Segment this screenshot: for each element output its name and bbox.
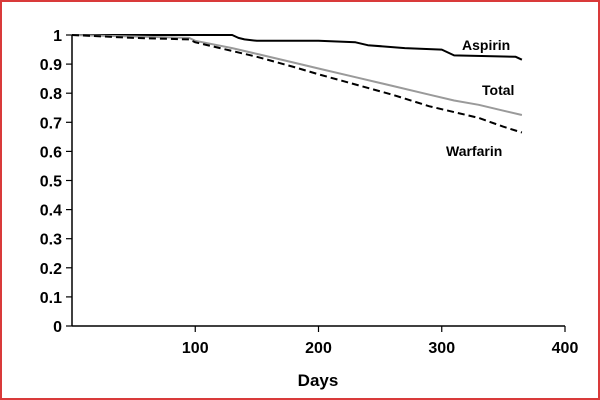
y-tick-label: 0.8 bbox=[40, 86, 62, 103]
series-line-warfarin bbox=[71, 34, 523, 134]
series-label-warfarin: Warfarin bbox=[446, 143, 502, 159]
y-tick-label: 0.1 bbox=[40, 290, 62, 307]
axes bbox=[71, 35, 565, 327]
ticks: 0 0.1 0.2 0.3 0.4 0.5 0.6 0.7 0.8 0.9 1 100 200 300 40… bbox=[40, 28, 579, 357]
y-tick-label: 0.7 bbox=[40, 115, 62, 132]
series-lines bbox=[71, 34, 523, 134]
x-tick-label: 400 bbox=[552, 340, 579, 357]
series-line-aspirin bbox=[72, 34, 523, 61]
y-tick-label: 0.6 bbox=[40, 144, 62, 161]
x-axis-title: Days bbox=[298, 371, 339, 390]
y-tick-label: 1 bbox=[53, 28, 62, 45]
y-tick-label: 0.3 bbox=[40, 232, 62, 249]
y-tick-label: 0 bbox=[53, 319, 62, 336]
y-tick-label: 0.4 bbox=[40, 203, 62, 220]
series-label-aspirin: Aspirin bbox=[462, 37, 510, 53]
y-tick-label: 0.5 bbox=[40, 174, 62, 191]
x-tick-label: 300 bbox=[428, 340, 455, 357]
x-tick-label: 200 bbox=[305, 340, 332, 357]
y-tick-label: 0.2 bbox=[40, 261, 62, 278]
y-tick-label: 0.9 bbox=[40, 57, 62, 74]
x-tick-label: 100 bbox=[182, 340, 209, 357]
series-line-total bbox=[71, 34, 523, 116]
series-label-total: Total bbox=[482, 82, 514, 98]
